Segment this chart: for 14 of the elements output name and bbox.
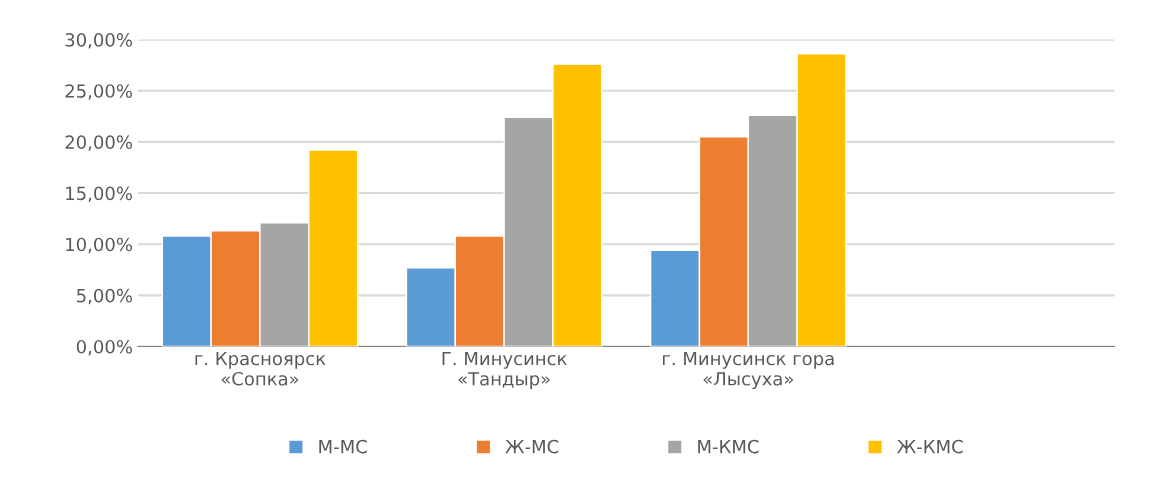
y-tick-label: 0,00% bbox=[76, 339, 133, 356]
x-tick-label: Г. Минусинск «Тандыр» bbox=[442, 351, 567, 390]
y-tick-label: 30,00% bbox=[65, 33, 133, 49]
y-tick-label: 25,00% bbox=[65, 84, 133, 100]
y-tick-label: 5,00% bbox=[77, 288, 133, 305]
x-tick-label: г. Минусинск гора «Лысуха» bbox=[662, 351, 834, 390]
legend-label: М-МС bbox=[319, 439, 367, 454]
y-tick-label: 20,00% bbox=[65, 135, 133, 151]
x-tick-label: г. Красноярск «Сопка» bbox=[195, 351, 326, 386]
legend-label: М-КМС bbox=[698, 439, 759, 454]
legend-label: Ж-МС bbox=[505, 439, 559, 454]
y-tick-label: 15,00% bbox=[66, 186, 133, 203]
y-tick-label: 10,00% bbox=[66, 237, 133, 254]
legend-label: Ж-КМС bbox=[897, 439, 963, 454]
